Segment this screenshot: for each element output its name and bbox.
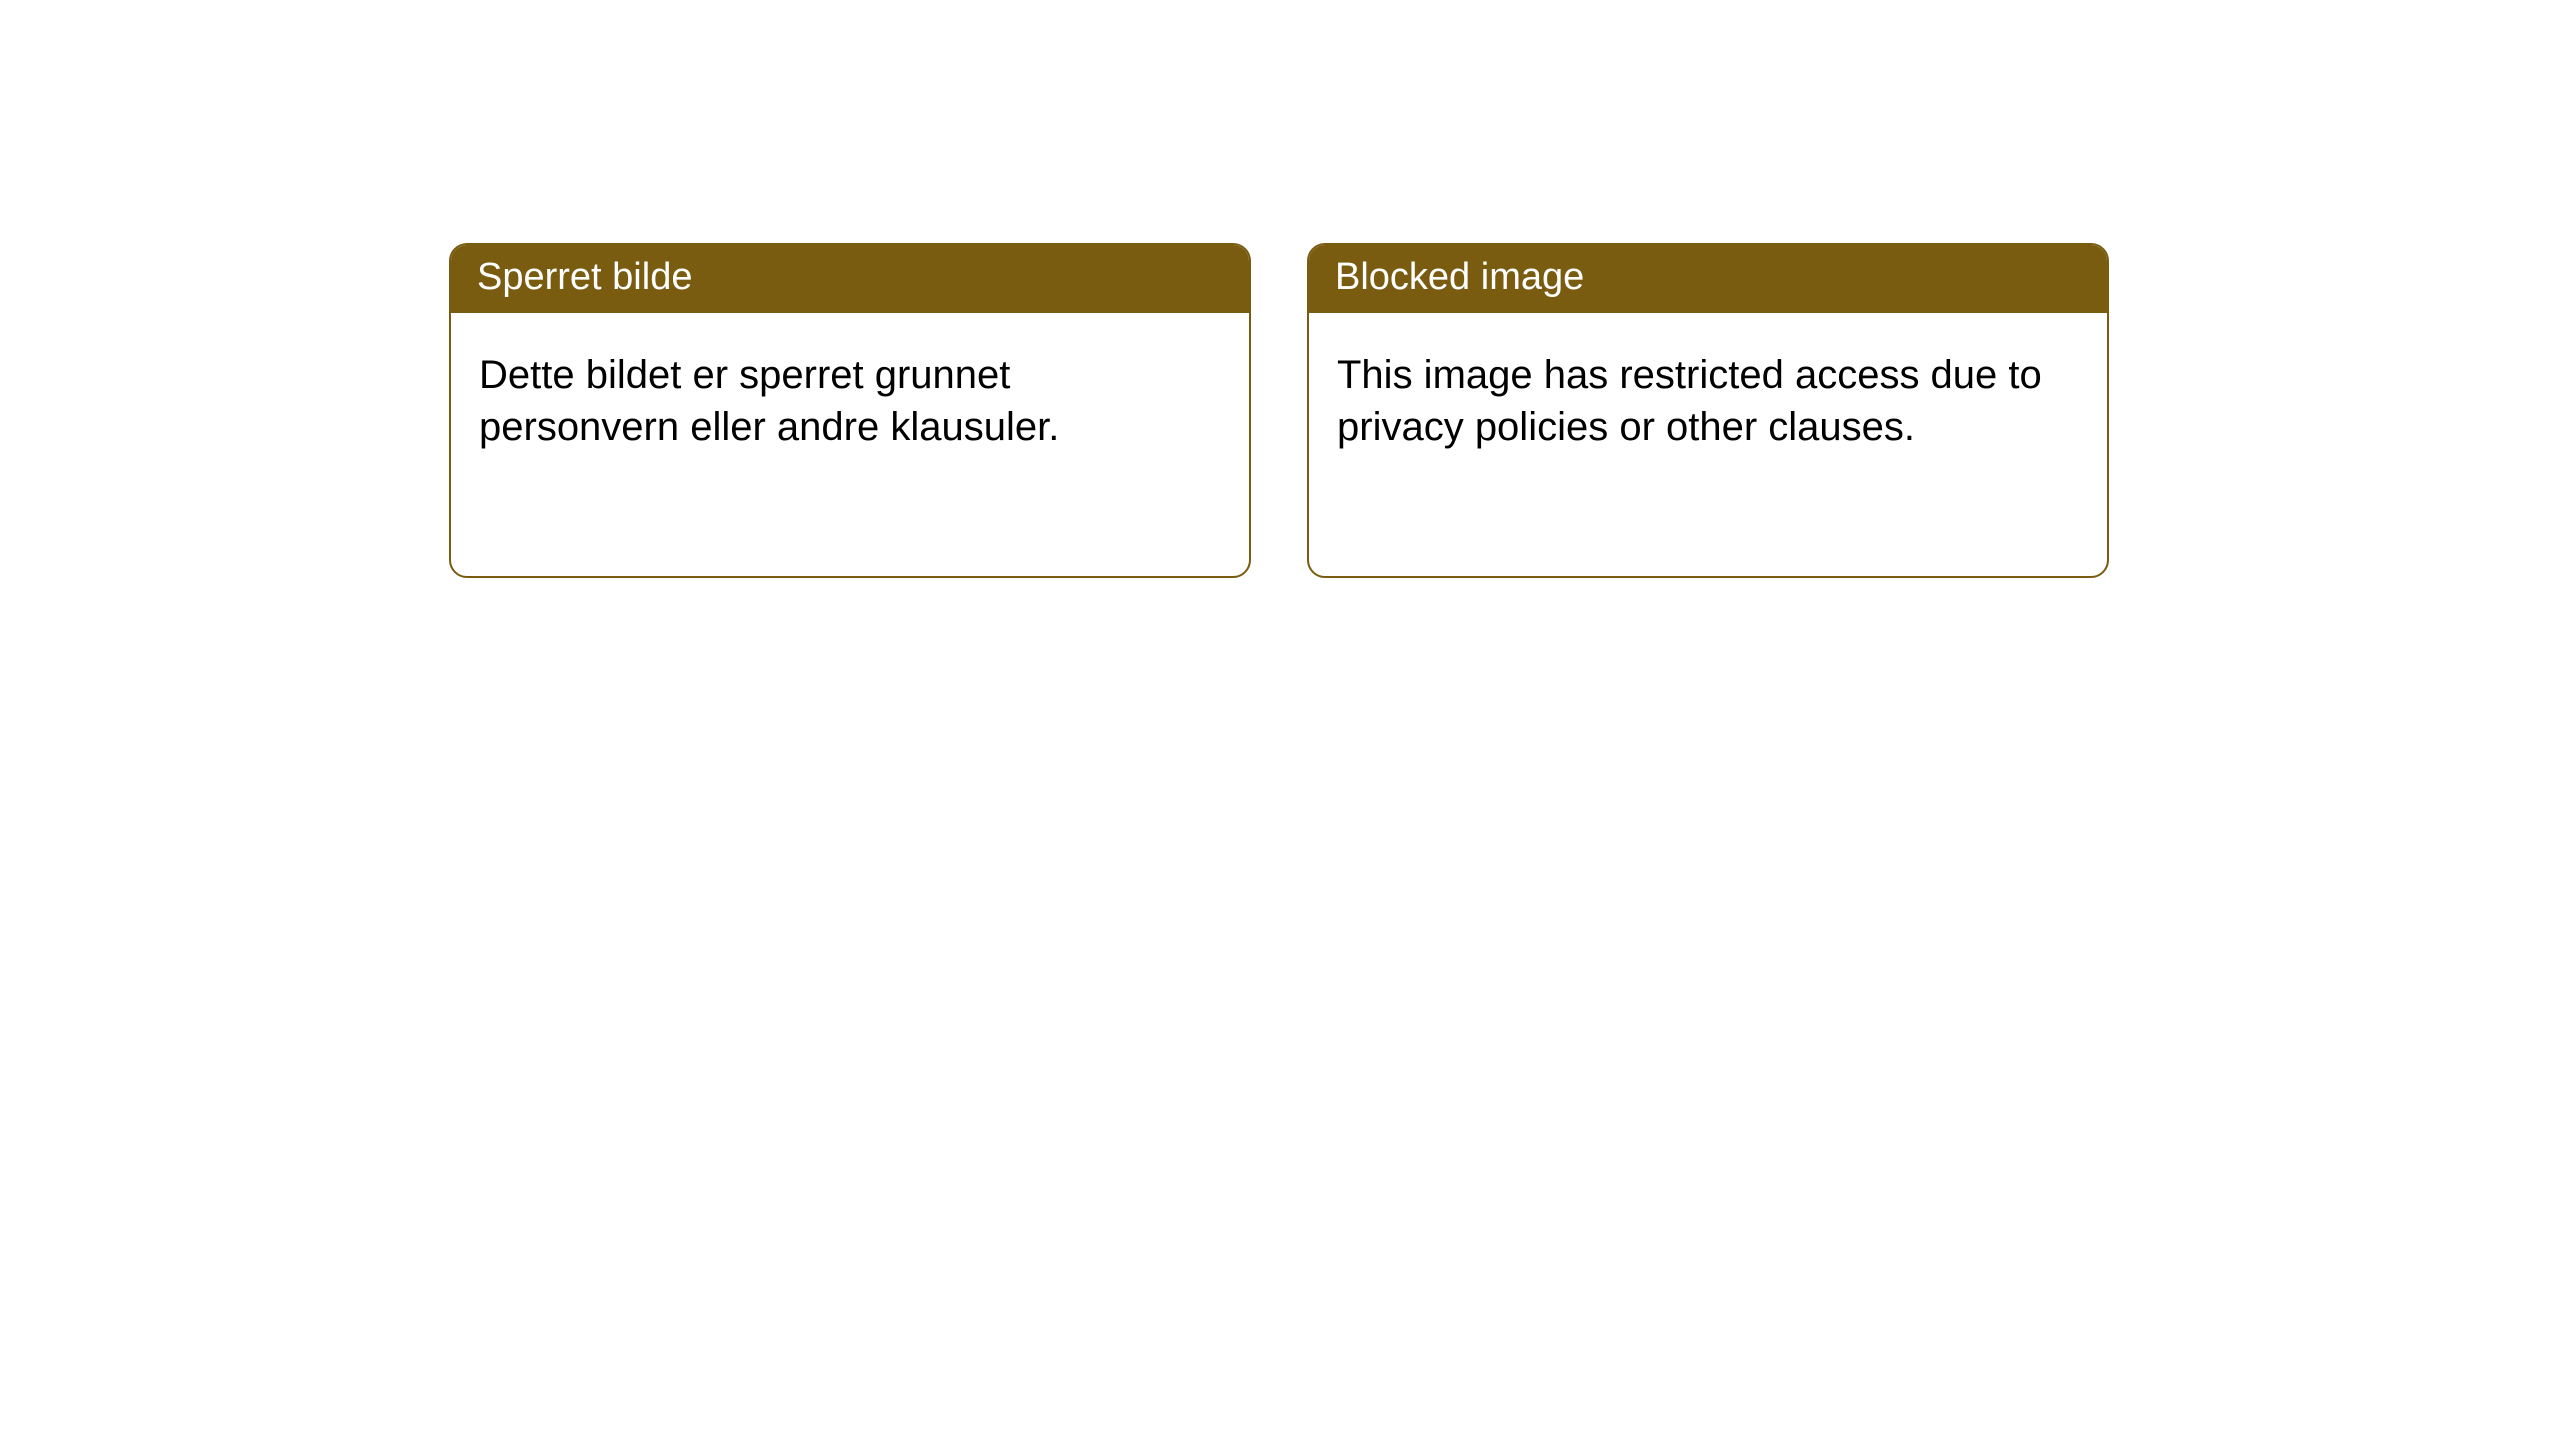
card-title-norwegian: Sperret bilde — [451, 245, 1249, 313]
card-title-english: Blocked image — [1309, 245, 2107, 313]
card-body-english: This image has restricted access due to … — [1309, 313, 2107, 491]
blocked-image-card-english: Blocked image This image has restricted … — [1307, 243, 2109, 578]
blocked-image-card-norwegian: Sperret bilde Dette bildet er sperret gr… — [449, 243, 1251, 578]
notice-card-container: Sperret bilde Dette bildet er sperret gr… — [449, 243, 2109, 578]
card-body-norwegian: Dette bildet er sperret grunnet personve… — [451, 313, 1249, 491]
